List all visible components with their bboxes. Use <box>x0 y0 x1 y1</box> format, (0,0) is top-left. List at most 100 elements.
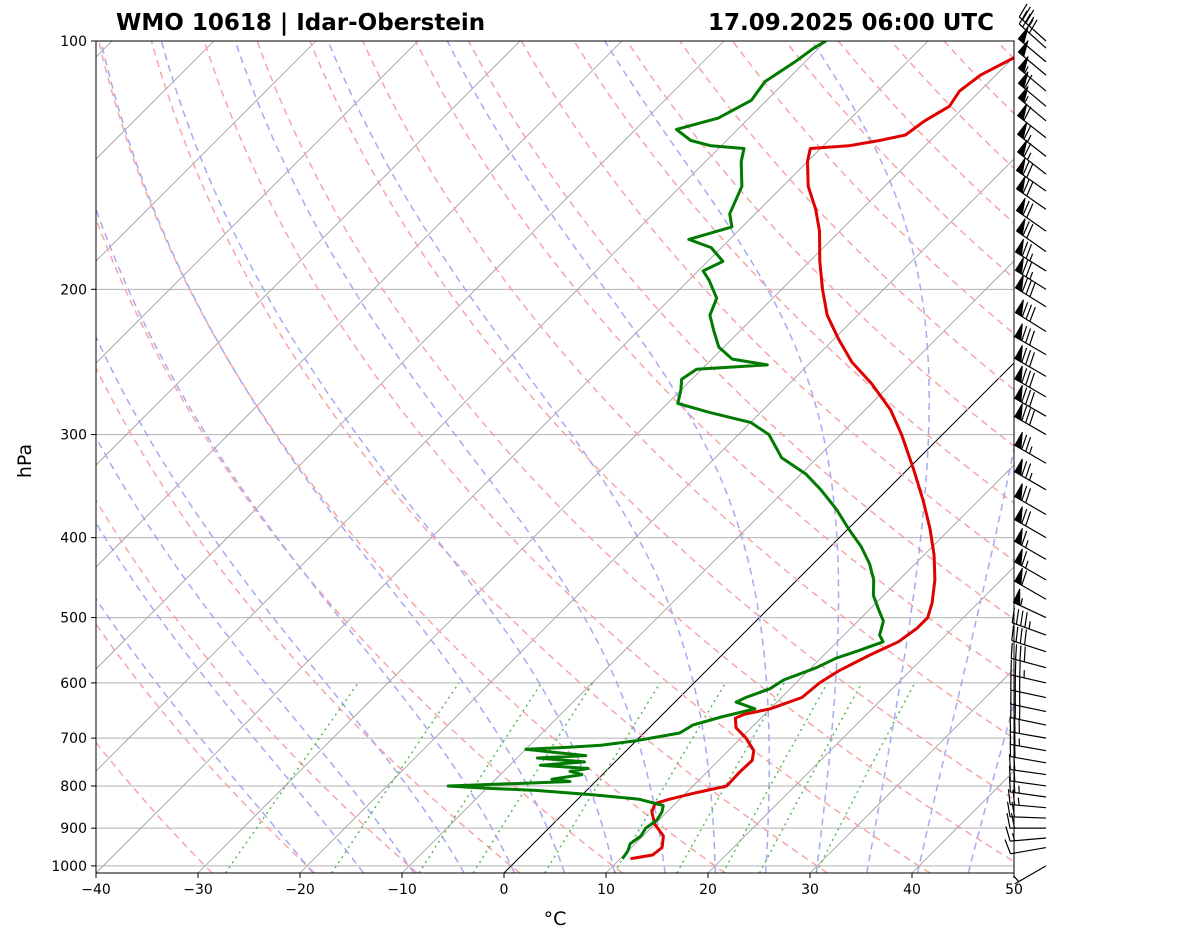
dry-adiabat-line <box>414 41 1014 680</box>
y-tick-label: 700 <box>60 731 87 747</box>
x-tick-label: 40 <box>903 882 921 898</box>
wind-barb <box>1016 103 1047 139</box>
wind-barb <box>1016 139 1047 175</box>
wind-barb <box>1006 813 1046 829</box>
moist-adiabat-line <box>96 436 415 873</box>
dry-adiabat-line <box>1050 41 1181 873</box>
isotherm-line <box>96 41 521 466</box>
isotherm-line <box>96 41 317 262</box>
mixing-ratio-line <box>331 682 460 873</box>
y-tick-label: 500 <box>60 611 87 627</box>
wind-barb <box>1014 257 1047 290</box>
dry-adiabat-line <box>309 41 1014 801</box>
wind-barb <box>1010 702 1047 726</box>
dry-adiabat-line <box>784 41 1014 280</box>
mixing-ratio-line <box>418 682 543 873</box>
moist-adiabat-line <box>100 41 566 873</box>
wind-barb <box>1009 716 1047 739</box>
wind-barb <box>1011 607 1047 636</box>
wind-barb <box>1014 403 1047 436</box>
wind-barb <box>1005 826 1047 842</box>
y-tick-label: 100 <box>60 34 87 50</box>
isotherm-line <box>809 668 1014 873</box>
isotherm-line <box>96 41 725 670</box>
moist-adiabat-line <box>811 41 930 873</box>
y-tick-label: 200 <box>60 282 87 298</box>
dry-adiabat-line <box>96 499 418 873</box>
y-tick-label: 400 <box>60 531 87 547</box>
wind-barb <box>1015 176 1047 210</box>
y-tick-label: 600 <box>60 676 87 692</box>
mixing-ratio-line <box>815 682 916 873</box>
dry-adiabat-line <box>837 41 1014 225</box>
wind-barb <box>1017 71 1047 107</box>
x-tick-label: −30 <box>183 882 213 898</box>
wind-barb <box>1014 458 1047 491</box>
moist-adiabat-line <box>160 41 616 873</box>
wind-barb <box>1014 506 1047 539</box>
dry-adiabat-line <box>467 41 1014 620</box>
x-tick-label: −10 <box>387 882 417 898</box>
dry-adiabat-line <box>203 41 931 873</box>
wind-barb <box>1012 588 1047 619</box>
wind-barb <box>1014 432 1047 464</box>
isotherm-line <box>1116 41 1181 873</box>
moist-adiabat-line <box>234 41 666 873</box>
wind-barb <box>1010 688 1047 713</box>
wind-barb <box>1014 323 1047 356</box>
chart-grid <box>0 41 1181 873</box>
wind-barb <box>1004 839 1047 855</box>
wind-barb <box>1008 765 1047 787</box>
chart-title-time: 17.09.2025 06:00 UTC <box>708 10 994 36</box>
dry-adiabat-line <box>732 41 1014 335</box>
mixing-ratio-line <box>544 682 661 873</box>
wind-barb <box>1015 218 1047 253</box>
y-axis-label: hPa <box>14 444 36 478</box>
wind-barb <box>1014 299 1047 333</box>
dry-adiabat-line <box>96 366 521 873</box>
isotherm-line <box>605 464 1014 873</box>
wind-barb <box>1010 643 1047 669</box>
y-tick-label: 300 <box>60 428 87 444</box>
isotherm-line <box>96 41 419 364</box>
wind-barb <box>1017 56 1047 92</box>
moist-adiabat-line <box>96 335 465 873</box>
zero-isotherm <box>503 362 1014 873</box>
y-tick-label: 900 <box>60 821 87 837</box>
isotherm-line <box>96 41 623 568</box>
wind-barb <box>1014 345 1047 377</box>
isotherm-line <box>0 41 10 873</box>
temperature-profile <box>630 56 1014 861</box>
dry-adiabat-line <box>96 216 623 873</box>
wind-barb <box>1009 741 1047 764</box>
wind-barb <box>1014 483 1047 516</box>
dry-adiabat-line <box>256 41 1014 863</box>
wind-barb <box>1017 85 1047 122</box>
wind-barb <box>1017 26 1047 63</box>
wind-barb <box>1014 528 1047 560</box>
x-tick-label: 50 <box>1005 882 1023 898</box>
x-tick-label: 0 <box>500 882 509 898</box>
isotherm-line <box>299 158 1014 873</box>
isotherm-line <box>96 41 929 873</box>
y-tick-label: 1000 <box>51 859 87 875</box>
wind-barb <box>1014 548 1047 581</box>
x-tick-label: −40 <box>81 882 111 898</box>
wind-barb <box>1018 3 1047 42</box>
dry-adiabat-line <box>626 41 1014 448</box>
wind-barb <box>1010 659 1047 684</box>
moist-adiabat-line <box>916 444 1014 873</box>
wind-barb <box>1014 238 1047 272</box>
moist-adiabat-line <box>96 207 516 873</box>
wind-barb <box>1010 674 1047 699</box>
dry-adiabat-line <box>679 41 1014 391</box>
dry-adiabat-line <box>943 41 1014 115</box>
dry-adiabat-line <box>150 41 828 873</box>
wind-barb <box>1011 625 1047 653</box>
moist-adiabat-line <box>96 597 314 873</box>
wind-barb <box>1006 801 1047 819</box>
wind-barb <box>1014 365 1047 398</box>
mixing-ratio-line <box>224 682 359 873</box>
chart-title-station: WMO 10618 | Idar-Oberstein <box>116 10 485 36</box>
